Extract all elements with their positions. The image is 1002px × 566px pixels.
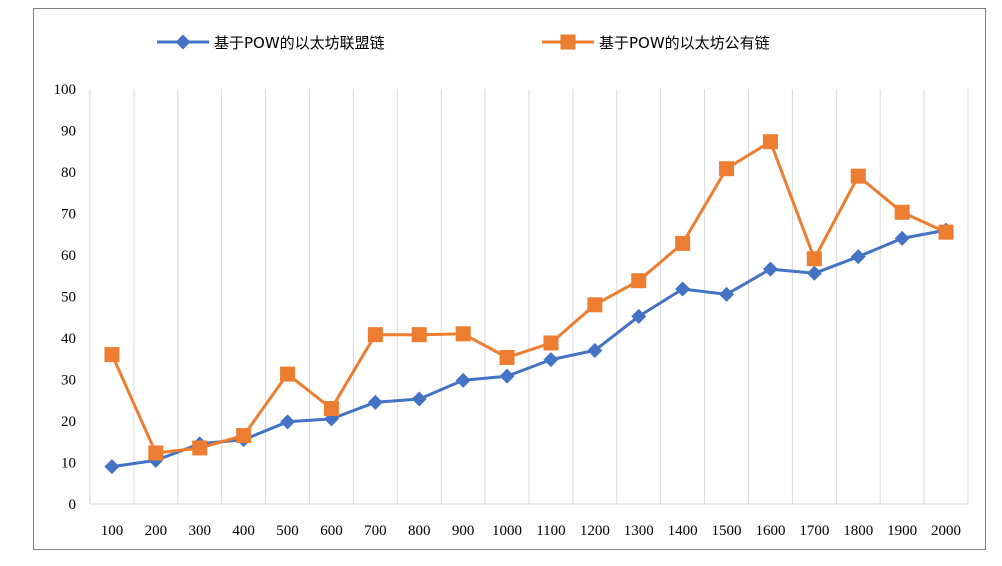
y-tick-label-60: 60 [61,248,76,264]
series-group [104,134,954,475]
x-tick-label-1700: 1700 [799,523,829,539]
series2-point-10 [499,350,515,366]
series2-point-13 [631,273,647,289]
x-tick-label-700: 700 [364,523,387,539]
x-tick-label-1400: 1400 [668,523,698,539]
series2-point-5 [280,366,296,382]
x-tick-label-100: 100 [101,523,124,539]
y-tick-label-20: 20 [61,414,76,430]
legend-label-1: 基于POW的以太坊联盟链 [214,34,385,52]
y-tick-label-80: 80 [61,165,76,181]
x-tick-label-300: 300 [189,523,212,539]
y-axis-ticks: 0 10 20 30 40 50 60 70 80 90 100 [54,82,77,513]
series1-point-9 [455,372,471,388]
x-tick-label-200: 200 [145,523,168,539]
series2-point-11 [543,335,559,351]
legend: 基于POW的以太坊联盟链 基于POW的以太坊公有链 [157,34,770,52]
series2-point-2 [148,445,164,461]
series2-point-6 [323,401,339,417]
x-tick-label-2000: 2000 [931,523,961,539]
series1-point-12 [587,342,603,358]
series2-point-7 [367,327,383,343]
series1-point-17 [806,265,822,281]
series1-point-5 [280,414,296,430]
x-tick-label-1100: 1100 [536,523,565,539]
y-tick-label-70: 70 [61,207,76,223]
x-tick-label-1900: 1900 [887,523,917,539]
series1-point-16 [762,261,778,277]
series1-point-15 [719,286,735,302]
series2-point-8 [411,327,427,343]
series2-point-14 [675,235,691,251]
series1-point-18 [850,249,866,265]
series1-point-10 [499,368,515,384]
y-tick-label-30: 30 [61,373,76,389]
legend-marker-1 [175,34,191,50]
series2-point-20 [938,224,954,240]
y-tick-label-100: 100 [54,82,77,98]
x-tick-label-1000: 1000 [492,523,522,539]
series2-point-17 [806,251,822,267]
series2-point-3 [192,440,208,456]
x-axis-ticks: 100 200 300 400 500 600 700 800 900 1000 1100 1200 1… [101,523,961,539]
series2-point-9 [455,326,471,342]
series-line-2 [110,140,947,455]
series2-point-18 [850,168,866,184]
x-tick-label-1300: 1300 [624,523,654,539]
series1-point-13 [631,308,647,324]
series1-point-1 [104,459,120,475]
x-tick-label-1800: 1800 [843,523,873,539]
series2-point-1 [104,347,120,363]
y-tick-label-50: 50 [61,290,76,306]
y-tick-label-10: 10 [61,456,76,472]
y-tick-label-90: 90 [61,124,76,140]
series2-point-4 [236,428,252,444]
legend-label-2: 基于POW的以太坊公有链 [599,34,770,52]
x-tick-label-1500: 1500 [712,523,742,539]
series1-point-7 [367,394,383,410]
chart-frame: 0 10 20 30 40 50 60 70 80 90 100 100 200 300 400 500 60… [33,8,986,550]
series1-point-8 [411,391,427,407]
x-tick-label-500: 500 [276,523,299,539]
line-chart: 0 10 20 30 40 50 60 70 80 90 100 100 200 300 400 500 60… [54,34,969,539]
x-tick-label-1600: 1600 [755,523,785,539]
series1-point-11 [543,352,559,368]
x-tick-label-600: 600 [320,523,343,539]
series2-point-12 [587,297,603,313]
gridlines [89,89,969,505]
x-tick-label-400: 400 [232,523,255,539]
x-tick-label-1200: 1200 [580,523,610,539]
series2-point-19 [894,204,910,220]
x-tick-label-800: 800 [408,523,431,539]
x-tick-label-900: 900 [452,523,475,539]
series2-point-15 [719,161,735,177]
series1-point-14 [675,281,691,297]
legend-marker-2 [560,34,576,50]
series2-point-16 [762,134,778,150]
y-tick-label-40: 40 [61,331,76,347]
y-tick-label-0: 0 [69,497,77,513]
series1-point-19 [894,230,910,246]
